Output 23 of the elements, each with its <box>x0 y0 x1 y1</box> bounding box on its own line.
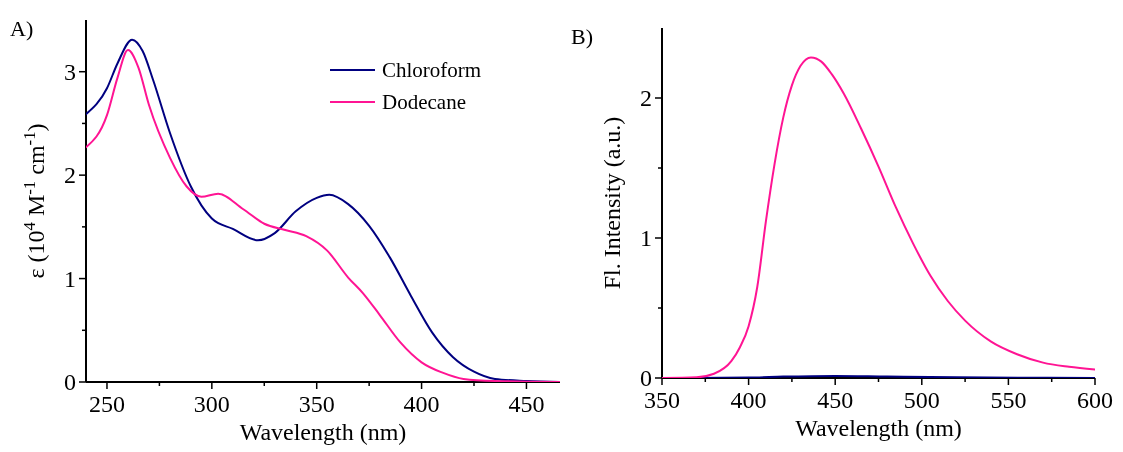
x-tick-label: 350 <box>298 391 335 417</box>
x-tick-label: 550 <box>990 387 1027 413</box>
legend-label: Chloroform <box>382 58 482 82</box>
x-tick-label: 250 <box>88 391 125 417</box>
chart-title: B) <box>571 24 593 49</box>
y-tick-label: 1 <box>64 265 76 292</box>
y-tick-label: 2 <box>64 162 76 189</box>
y-tick-label: 1 <box>640 225 652 251</box>
y-tick-label: 2 <box>640 85 652 111</box>
x-axis-title: Wavelength (nm) <box>795 415 962 441</box>
x-tick-label: 500 <box>903 387 940 413</box>
chart-title: A) <box>10 16 34 41</box>
x-tick-label: 450 <box>508 391 545 417</box>
x-axis-title: Wavelength (nm) <box>239 419 407 445</box>
x-tick-label: 300 <box>193 391 230 417</box>
y-tick-label: 3 <box>64 58 76 85</box>
x-tick-label: 450 <box>817 387 854 413</box>
y-tick-label: 0 <box>64 369 76 395</box>
x-tick-label: 600 <box>1077 387 1113 413</box>
legend-label: Dodecane <box>382 90 466 114</box>
x-tick-label: 400 <box>730 387 767 413</box>
y-axis-title: Fl. Intensity (a.u.) <box>599 116 625 290</box>
x-tick-label: 400 <box>403 391 440 417</box>
